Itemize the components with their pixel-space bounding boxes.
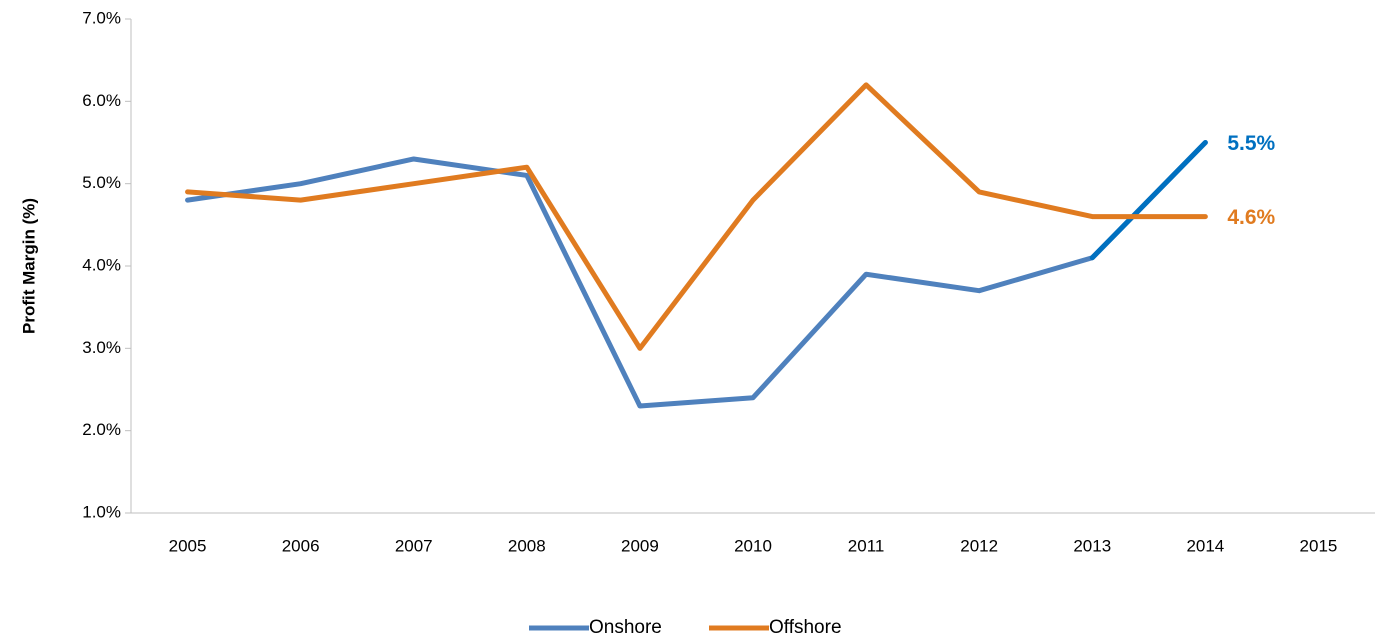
series-line bbox=[185, 82, 1208, 351]
y-tick-label: 5.0% bbox=[82, 173, 121, 192]
y-tick-label: 4.0% bbox=[82, 255, 121, 274]
x-tick-label: 2013 bbox=[1073, 536, 1111, 555]
y-tick-label: 3.0% bbox=[82, 338, 121, 357]
y-tick-label: 2.0% bbox=[82, 420, 121, 439]
x-tick-label: 2005 bbox=[169, 536, 207, 555]
x-tick-label: 2009 bbox=[621, 536, 659, 555]
x-tick-label: 2012 bbox=[960, 536, 998, 555]
x-tick-label: 2015 bbox=[1300, 536, 1338, 555]
legend-label: Offshore bbox=[769, 617, 842, 637]
y-tick-label: 7.0% bbox=[82, 8, 121, 27]
x-tick-label: 2007 bbox=[395, 536, 433, 555]
legend-label: Onshore bbox=[589, 617, 662, 637]
y-tick-label: 1.0% bbox=[82, 502, 121, 521]
y-tick-label: 6.0% bbox=[82, 91, 121, 110]
x-tick-label: 2006 bbox=[282, 536, 320, 555]
series-line bbox=[185, 140, 1208, 409]
y-axis-label: Profit Margin (%) bbox=[19, 198, 38, 334]
highlight-segment bbox=[1089, 140, 1208, 261]
x-tick-label: 2011 bbox=[848, 536, 885, 555]
x-tick-label: 2010 bbox=[734, 536, 772, 555]
x-tick-label: 2008 bbox=[508, 536, 546, 555]
data-label: 4.6% bbox=[1227, 206, 1275, 229]
data-label: 5.5% bbox=[1227, 132, 1275, 155]
x-tick-label: 2014 bbox=[1186, 536, 1224, 555]
